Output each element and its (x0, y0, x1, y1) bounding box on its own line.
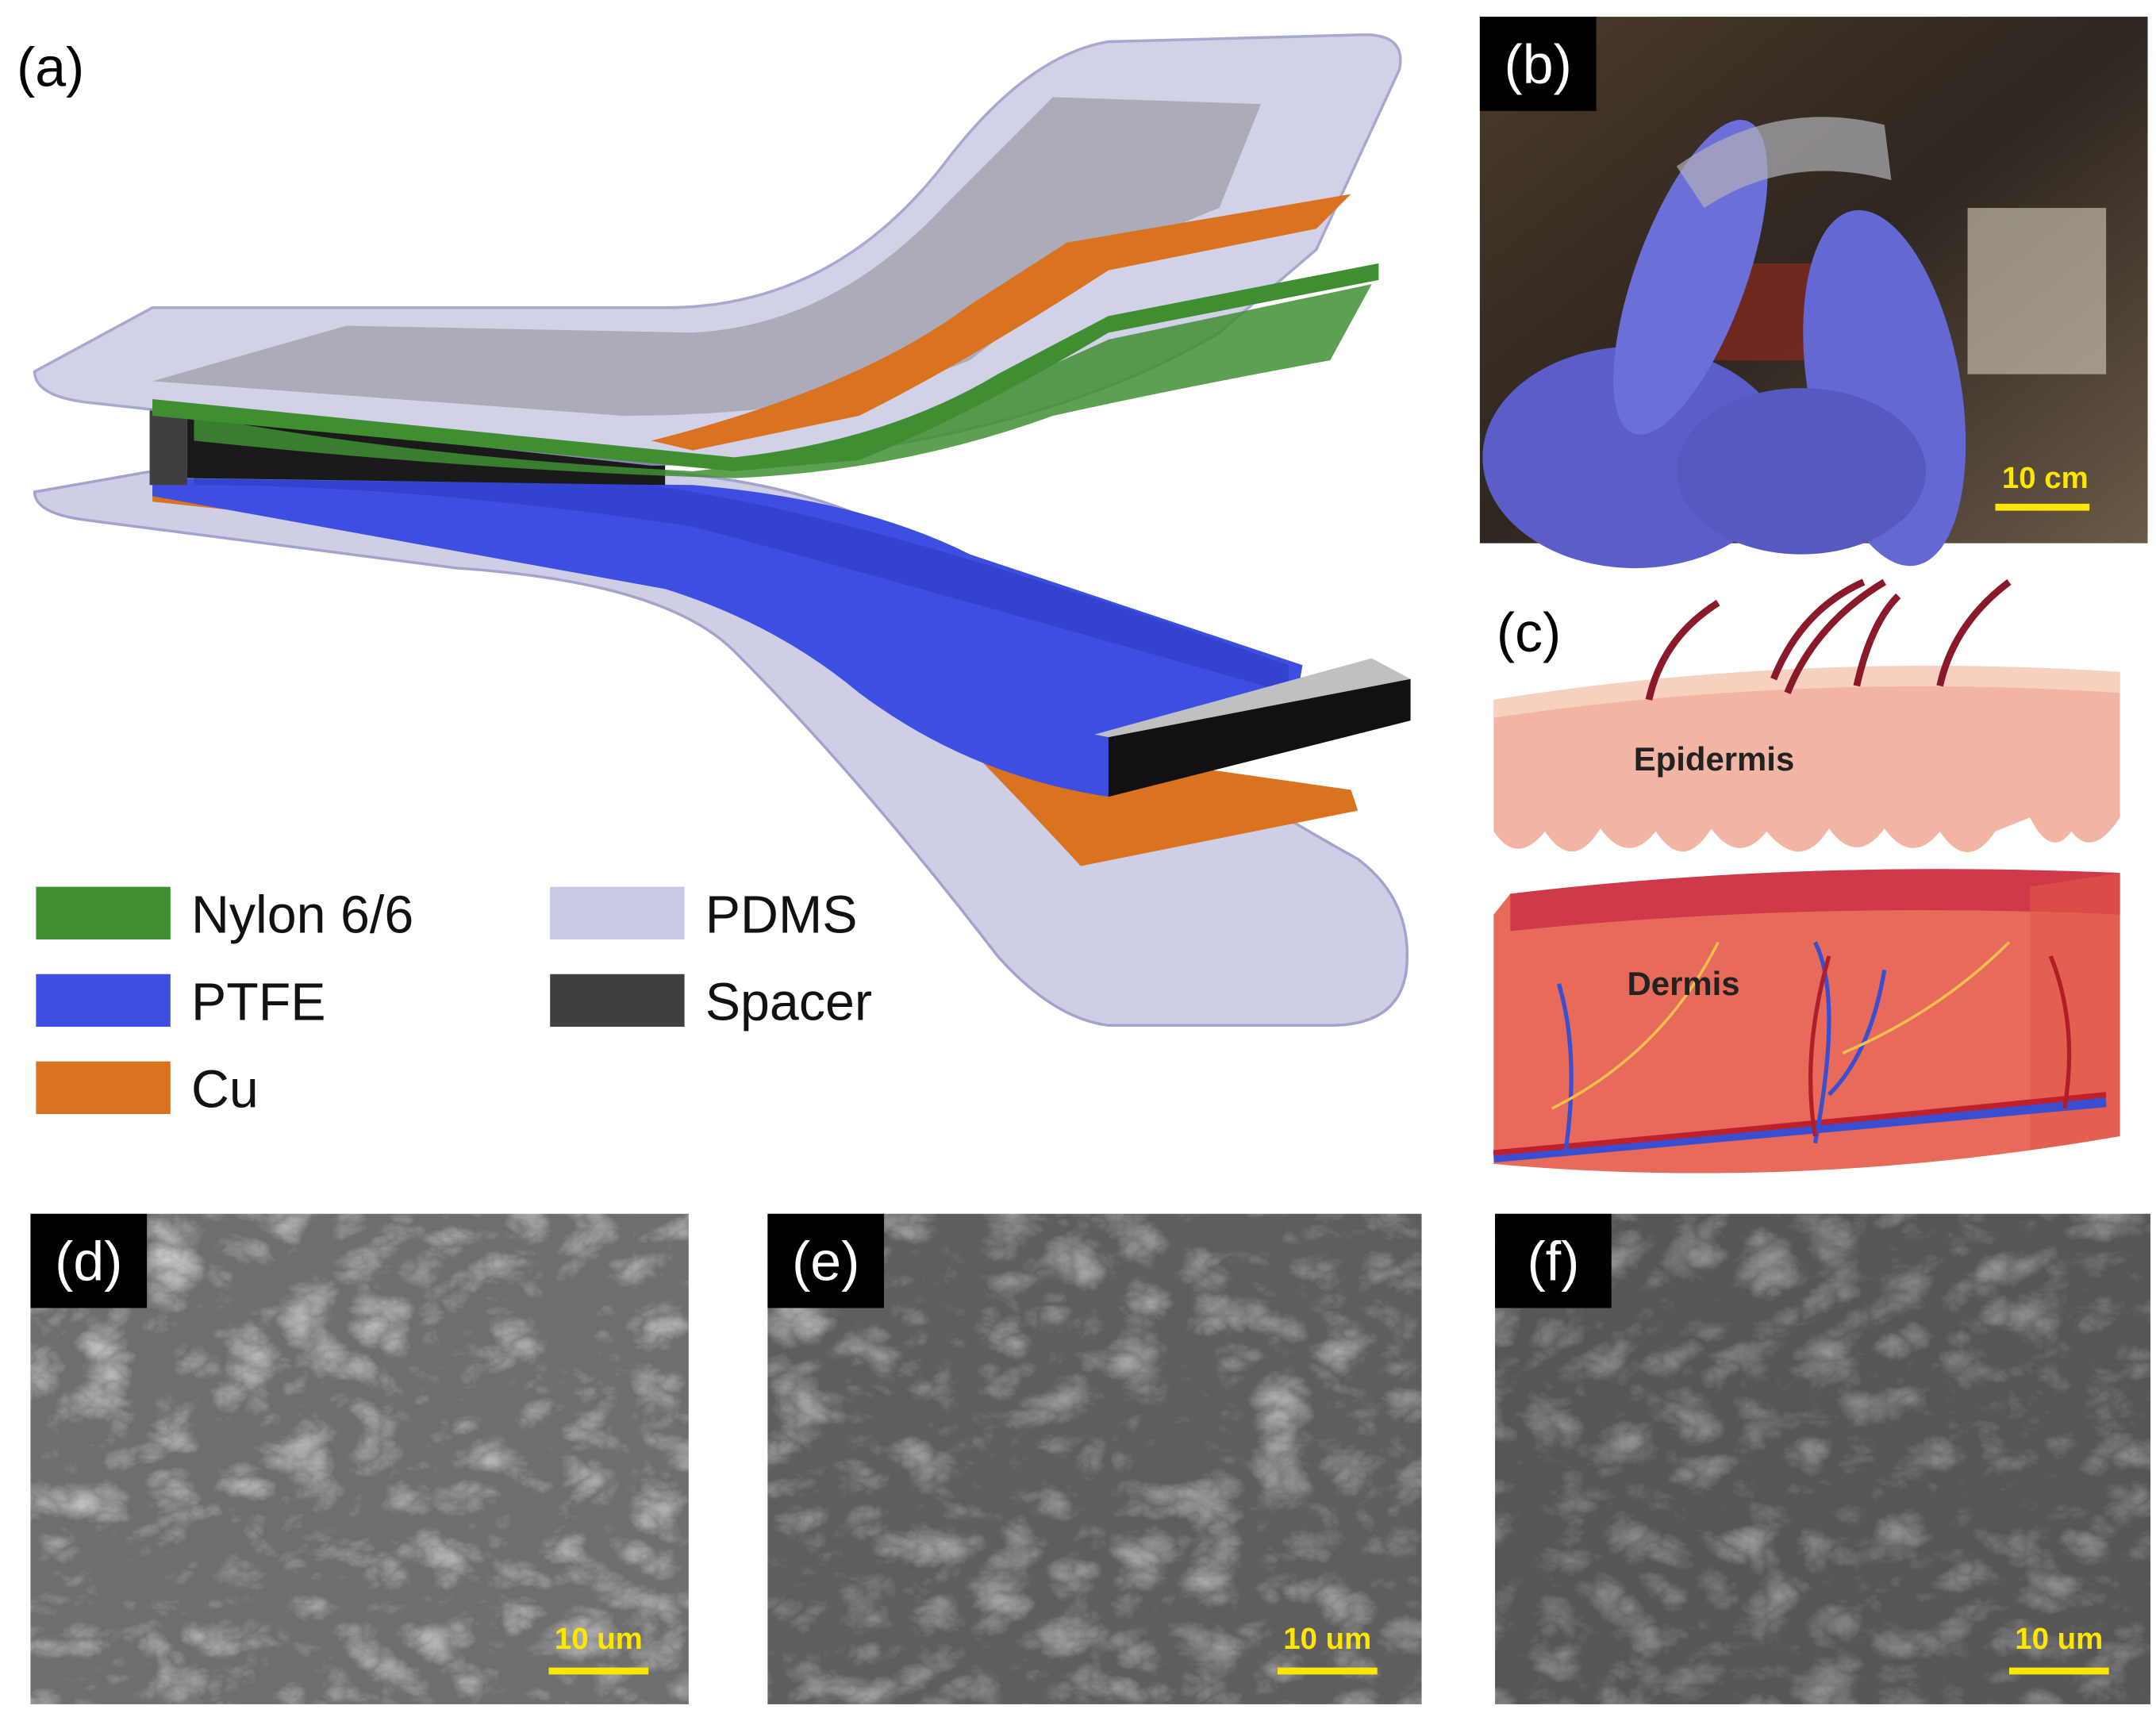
panel-label: (b) (1505, 33, 1572, 95)
legend-label: PDMS (705, 885, 858, 944)
legend: Nylon 6/6 PTFE Cu PDMS Spacer (36, 885, 872, 1119)
legend-label: Cu (191, 1060, 259, 1119)
spacer-left (149, 409, 187, 486)
panel-label: (f) (1527, 1231, 1579, 1293)
sem-images (30, 1213, 2151, 1704)
panel-label: (a) (17, 36, 84, 98)
legend-swatch (550, 974, 685, 1028)
legend-label: Spacer (705, 973, 872, 1031)
legend-swatch (36, 974, 171, 1028)
scale-bar-label: 10 um (555, 1622, 643, 1656)
scale-bar-label: 10 um (2015, 1622, 2103, 1656)
legend-swatch (550, 886, 685, 940)
scale-bar-label: 10 um (1283, 1622, 1371, 1656)
legend-swatch (36, 1061, 171, 1115)
legend-label: Nylon 6/6 (191, 885, 413, 944)
skin-illustration (1493, 578, 2120, 1174)
scale-bar-label: 10 cm (2002, 461, 2089, 495)
panel-label: (d) (55, 1231, 122, 1293)
legend-label: PTFE (191, 973, 326, 1031)
legend-swatch (36, 886, 171, 940)
layer-label: Epidermis (1634, 740, 1795, 778)
panel-label: (c) (1497, 601, 1561, 663)
device-drawing (33, 33, 1411, 1028)
layer-label: Dermis (1628, 965, 1740, 1002)
photo (1479, 17, 2148, 569)
panel-label: (e) (792, 1231, 859, 1293)
